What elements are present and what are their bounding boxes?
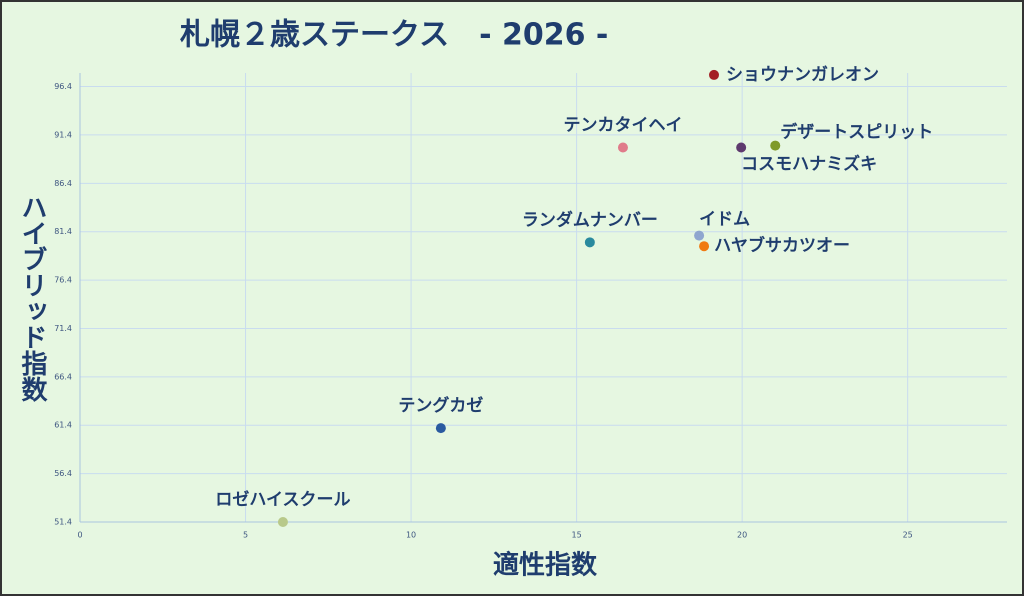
y-axis-label: ハイブリッド指数	[17, 194, 47, 403]
point	[736, 142, 747, 153]
point-label: コスモハナミズキ	[741, 154, 877, 175]
chart-title: 札幌２歳ステークス - 2026 -	[180, 18, 608, 53]
x-tick-label: 10	[406, 531, 416, 540]
point	[435, 423, 446, 434]
y-tick-label: 96.4	[54, 82, 72, 91]
point-label: デザートスピリット	[780, 122, 933, 143]
point-label: ハヤブサカツオー	[714, 235, 850, 256]
y-tick-label: 81.4	[54, 227, 72, 236]
y-tick-label: 66.4	[54, 372, 72, 381]
y-tick-label: 71.4	[54, 324, 72, 333]
point	[277, 517, 288, 527]
plot-area: 51.4 56.4 61.4 66.4 71.4 76.4 81.4 86.4 91.4 96.4…	[54, 65, 1007, 540]
x-tick-label: 20	[737, 531, 747, 540]
y-tick-label: 76.4	[54, 276, 72, 285]
y-tick-label: 86.4	[54, 179, 72, 188]
point-label: テングカゼ	[398, 395, 483, 416]
y-tick-label: 91.4	[54, 130, 72, 139]
point	[617, 142, 628, 153]
point-label: ロゼハイスクール	[215, 489, 350, 510]
point	[699, 241, 710, 252]
x-axis-label: 適性指数	[493, 550, 598, 581]
x-tick-label: 5	[243, 531, 248, 540]
point	[770, 140, 781, 151]
point-label: ショウナンガレオン	[726, 65, 879, 85]
point-label: ランダムナンバー	[522, 209, 658, 230]
point	[584, 237, 595, 248]
x-tick-label: 25	[903, 531, 913, 540]
point	[709, 69, 720, 80]
y-tick-label: 51.4	[54, 518, 72, 527]
point-label: イドム	[699, 210, 750, 230]
x-tick-label: 0	[77, 531, 82, 540]
point	[694, 230, 705, 241]
y-tick-label: 61.4	[54, 421, 72, 430]
point-label: テンカタイヘイ	[563, 116, 682, 136]
y-tick-label: 56.4	[54, 469, 72, 478]
x-tick-label: 15	[572, 531, 582, 540]
